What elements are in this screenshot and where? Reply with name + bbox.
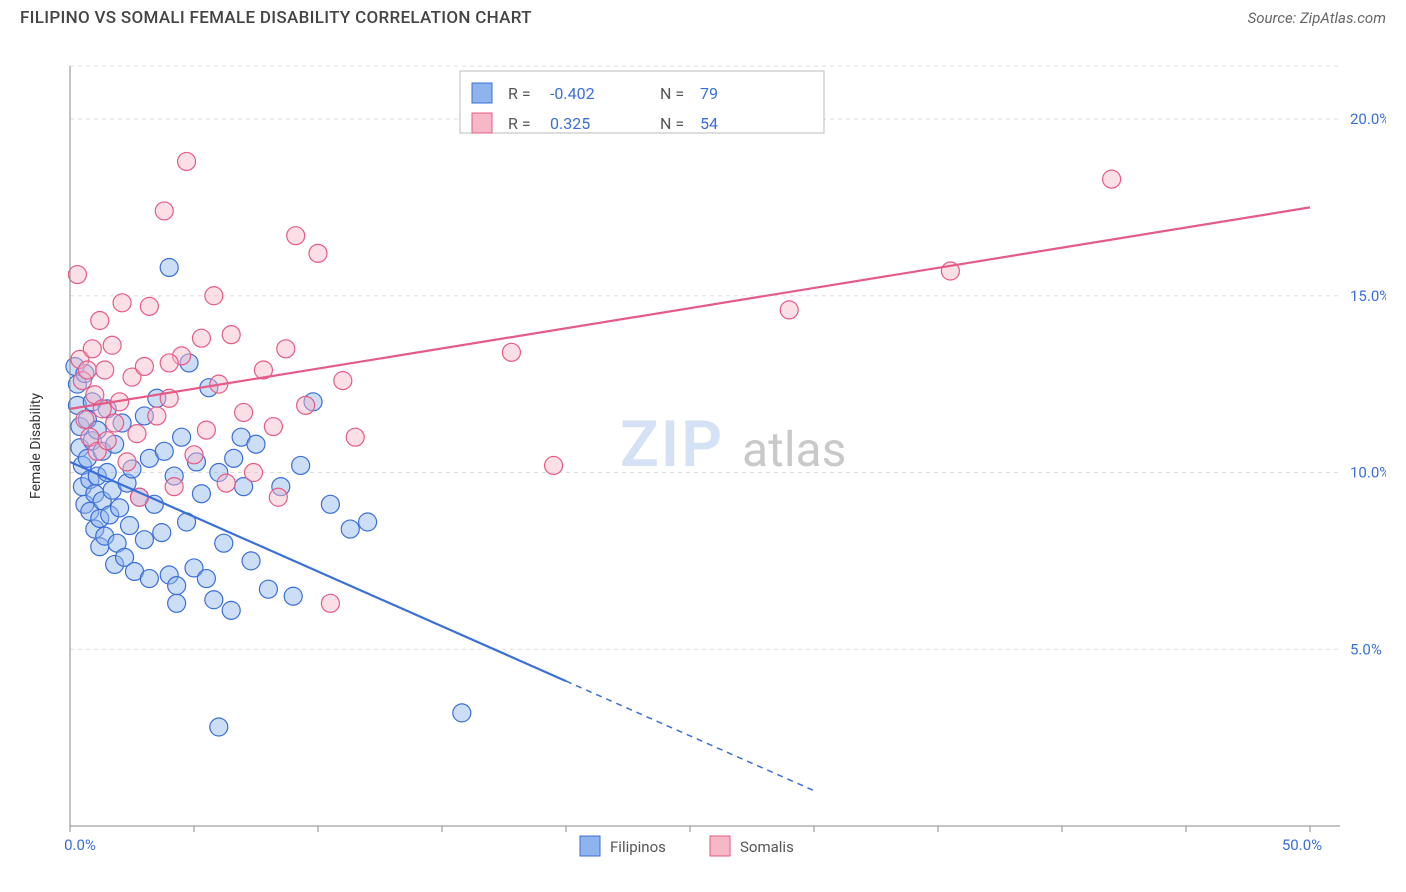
data-point	[269, 488, 287, 506]
data-point	[113, 294, 131, 312]
data-point	[168, 577, 186, 595]
data-point	[148, 407, 166, 425]
stats-swatch	[472, 113, 492, 133]
data-point	[173, 428, 191, 446]
data-point	[197, 421, 215, 439]
y-tick-label: 15.0%	[1350, 287, 1386, 305]
watermark-atlas: atlas	[742, 421, 846, 478]
data-point	[235, 403, 253, 421]
data-point	[321, 495, 339, 513]
data-point	[545, 456, 563, 474]
data-point	[128, 425, 146, 443]
stats-swatch	[472, 83, 492, 103]
data-point	[76, 410, 94, 428]
data-point	[1103, 170, 1121, 188]
data-point	[135, 357, 153, 375]
data-point	[153, 524, 171, 542]
data-point	[292, 456, 310, 474]
y-tick-label: 5.0%	[1350, 640, 1382, 658]
stats-n-value: 79	[700, 84, 718, 103]
data-point	[205, 287, 223, 305]
data-point	[277, 340, 295, 358]
x-tick-label: 0.0%	[64, 836, 96, 854]
trend-line	[70, 207, 1310, 408]
data-point	[453, 704, 471, 722]
data-point	[192, 329, 210, 347]
data-point	[217, 474, 235, 492]
stats-r-value: -0.402	[550, 84, 595, 103]
data-point	[210, 718, 228, 736]
data-point	[121, 517, 139, 535]
y-axis-label: Female Disability	[28, 393, 44, 499]
data-point	[309, 244, 327, 262]
data-point	[259, 580, 277, 598]
data-point	[197, 570, 215, 588]
data-point	[155, 442, 173, 460]
stats-n-label: N =	[660, 114, 684, 133]
stats-r-label: R =	[508, 84, 531, 103]
legend-swatch	[580, 836, 600, 856]
trend-line-extrapolated	[566, 681, 814, 791]
data-point	[780, 301, 798, 319]
stats-n-label: N =	[660, 84, 684, 103]
data-point	[178, 152, 196, 170]
stats-r-value: 0.325	[550, 114, 590, 133]
data-point	[140, 570, 158, 588]
data-point	[205, 591, 223, 609]
stats-n-value: 54	[700, 114, 718, 133]
chart-svg: ZIP atlas 0.0% 50.0% 5.0% 10.0% 15.0% 20.0% Fema…	[20, 36, 1386, 876]
data-point	[83, 340, 101, 358]
data-point	[192, 485, 210, 503]
data-point	[287, 227, 305, 245]
data-point	[103, 336, 121, 354]
data-point	[78, 361, 96, 379]
data-point	[98, 432, 116, 450]
data-point	[96, 361, 114, 379]
data-point	[91, 312, 109, 330]
data-point	[185, 446, 203, 464]
chart-title: FILIPINO VS SOMALI FEMALE DISABILITY COR…	[20, 8, 532, 28]
data-point	[359, 513, 377, 531]
data-point	[245, 464, 263, 482]
data-point	[225, 449, 243, 467]
data-point	[321, 594, 339, 612]
data-point	[222, 601, 240, 619]
data-point	[222, 326, 240, 344]
y-tick-label: 10.0%	[1350, 464, 1386, 482]
data-point	[346, 428, 364, 446]
data-point	[140, 297, 158, 315]
data-point	[106, 414, 124, 432]
y-tick-label: 20.0%	[1350, 110, 1386, 128]
data-point	[334, 372, 352, 390]
data-point	[118, 453, 136, 471]
x-tick-label: 50.0%	[1282, 836, 1322, 854]
legend-label: Somalis	[740, 838, 794, 856]
data-point	[135, 531, 153, 549]
data-point	[155, 202, 173, 220]
data-point	[68, 266, 86, 284]
data-point	[502, 343, 520, 361]
data-point	[168, 594, 186, 612]
stats-r-label: R =	[508, 114, 531, 133]
data-point	[165, 478, 183, 496]
data-point	[247, 435, 265, 453]
legend-swatch	[710, 836, 730, 856]
data-point	[264, 418, 282, 436]
data-point	[284, 587, 302, 605]
data-point	[215, 534, 233, 552]
data-point	[160, 354, 178, 372]
watermark-zip: ZIP	[620, 407, 724, 482]
source-attribution: Source: ZipAtlas.com	[1248, 9, 1386, 27]
scatter-chart: ZIP atlas 0.0% 50.0% 5.0% 10.0% 15.0% 20.0% Fema…	[20, 36, 1386, 876]
data-point	[111, 499, 129, 517]
data-point	[341, 520, 359, 538]
data-point	[297, 396, 315, 414]
data-point	[160, 258, 178, 276]
data-point	[242, 552, 260, 570]
legend-label: Filipinos	[610, 838, 666, 856]
